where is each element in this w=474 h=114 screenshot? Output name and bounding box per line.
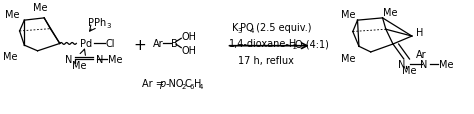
Text: Me: Me: [341, 54, 356, 64]
Text: H: H: [416, 27, 423, 37]
Text: H: H: [193, 78, 201, 88]
Text: PPh: PPh: [88, 18, 106, 28]
Text: Pd: Pd: [80, 39, 92, 49]
Text: Me: Me: [383, 8, 397, 18]
Text: p: p: [159, 78, 165, 88]
Text: Ar: Ar: [416, 50, 426, 60]
Text: 1,4-dioxane-H: 1,4-dioxane-H: [228, 39, 297, 49]
Text: N: N: [96, 55, 103, 65]
Text: Ar =: Ar =: [142, 78, 166, 88]
Text: PO: PO: [240, 23, 254, 33]
Text: 17 h, reflux: 17 h, reflux: [238, 56, 294, 66]
Text: 2: 2: [181, 83, 186, 89]
Text: B: B: [171, 39, 178, 48]
Text: +: +: [134, 37, 146, 52]
Text: 4: 4: [199, 83, 203, 89]
Text: Me: Me: [5, 10, 20, 20]
Text: 3: 3: [107, 23, 111, 29]
Text: Me: Me: [33, 3, 47, 12]
Text: -NO: -NO: [165, 78, 183, 88]
Text: O (4:1): O (4:1): [295, 39, 329, 49]
Text: N: N: [65, 55, 73, 65]
Text: 6: 6: [190, 83, 194, 89]
Text: N: N: [398, 60, 405, 70]
Text: 3: 3: [237, 28, 241, 34]
Text: Me: Me: [72, 61, 86, 70]
Text: C: C: [184, 78, 191, 88]
Text: Me: Me: [402, 65, 417, 75]
Text: N: N: [420, 60, 428, 70]
Text: Me: Me: [108, 55, 122, 65]
Text: (2.5 equiv.): (2.5 equiv.): [253, 23, 311, 33]
Text: 2: 2: [292, 44, 297, 50]
Text: OH: OH: [181, 45, 196, 55]
Text: Me: Me: [439, 60, 453, 70]
Text: K: K: [232, 23, 238, 33]
Text: Cl: Cl: [106, 39, 115, 49]
Text: Me: Me: [341, 10, 356, 20]
Text: Ar: Ar: [153, 39, 164, 48]
Text: OH: OH: [181, 32, 196, 42]
Text: Me: Me: [2, 52, 17, 62]
Text: 4: 4: [250, 28, 254, 34]
